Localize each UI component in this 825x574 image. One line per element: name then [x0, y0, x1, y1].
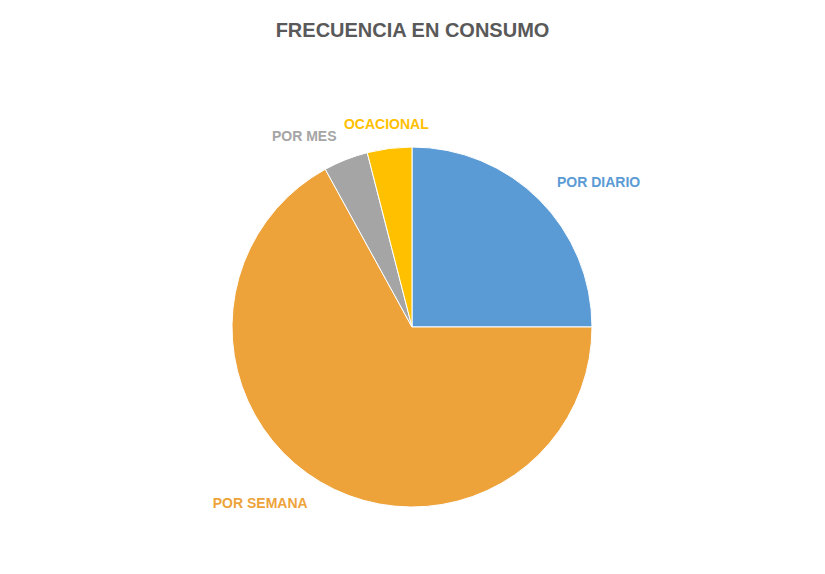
svg-text:POR SEMANA: POR SEMANA: [213, 495, 308, 511]
svg-text:POR DIARIO: POR DIARIO: [557, 174, 640, 190]
svg-text:POR MES: POR MES: [272, 128, 337, 144]
svg-text:OCACIONAL: OCACIONAL: [344, 116, 429, 132]
html-text:FRECUENCIA EN CONSUMO: FRECUENCIA EN CONSUMO: [275, 19, 550, 41]
